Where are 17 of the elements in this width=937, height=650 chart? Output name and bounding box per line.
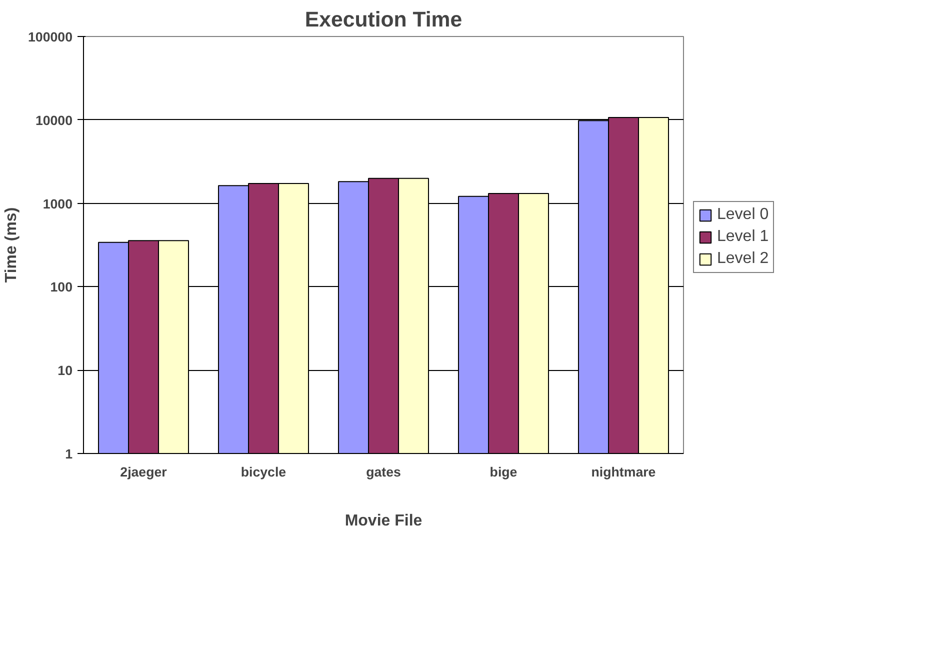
y-tick-label: 1 [65,446,74,462]
x-tick-label: 2jaeger [120,464,167,480]
y-tick-label: 100 [50,280,73,295]
chart-title: Execution Time [304,8,462,32]
x-tick-label: bicycle [240,464,286,480]
x-tick-label: nightmare [591,464,656,480]
x-tick-label: bige [490,464,518,480]
y-tick-label: 1000 [42,196,73,212]
y-tick-label: 10 [58,363,73,378]
x-tick-label: gates [366,464,401,480]
y-tick-label: 100000 [28,30,73,44]
legend-label: Level 0 [717,206,769,224]
y-tick-label: 10000 [35,112,72,128]
y-axis-title: Time (ms) [3,207,20,283]
legend-label: Level 1 [717,228,769,246]
legend-label: Level 2 [717,250,769,268]
x-axis-title: Movie File [344,512,422,530]
